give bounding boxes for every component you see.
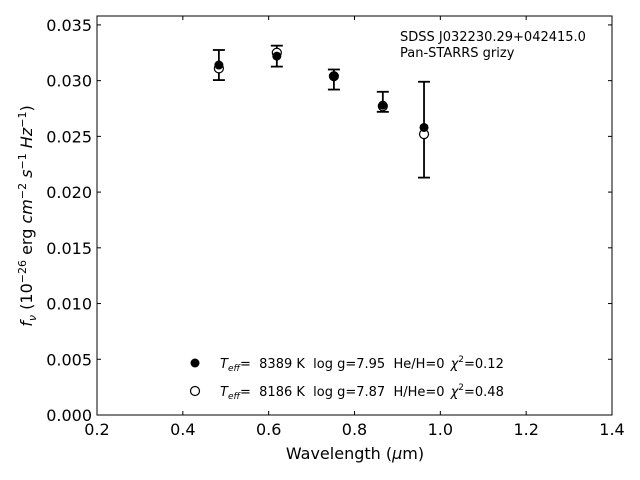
x-tick-label: 0.6: [256, 420, 281, 439]
y-tick-label: 0.000: [46, 406, 92, 425]
h-model-point: [419, 122, 429, 132]
y-tick-label: 0.035: [46, 16, 92, 35]
x-tick-label: 0.2: [84, 420, 109, 439]
y-tick-label: 0.020: [46, 183, 92, 202]
plot-frame: [96, 15, 613, 416]
h-model-point: [272, 51, 282, 61]
legend-entry-h: Teff= 8389 K log g=7.95 He/H=0 χ2=0.12: [220, 355, 504, 374]
legend: Teff= 8389 K log g=7.95 He/H=0 χ2=0.12 Te…: [189, 355, 504, 402]
h-model-point: [329, 71, 339, 81]
legend-marker-open: [189, 385, 201, 397]
x-tick-label: 0.8: [342, 420, 367, 439]
y-axis-label: fν (10−26 erg cm−2 s−1 Hz−1): [16, 105, 39, 326]
legend-entry-he: Teff= 8186 K log g=7.87 H/He=0 χ2=0.48: [220, 383, 504, 402]
y-tick-label: 0.025: [46, 127, 92, 146]
x-tick-label: 1.4: [599, 420, 624, 439]
x-axis-label: Wavelength (μm): [286, 444, 424, 463]
x-tick-label: 1.0: [428, 420, 453, 439]
annotation-survey: Pan-STARRS grizy: [400, 46, 515, 61]
h-model-point: [378, 100, 388, 110]
y-tick-label: 0.030: [46, 72, 92, 91]
y-tick-label: 0.010: [46, 295, 92, 314]
y-tick-label: 0.005: [46, 350, 92, 369]
legend-marker-filled: [190, 358, 200, 368]
x-tick-label: 1.2: [513, 420, 538, 439]
h-model-point: [214, 60, 224, 70]
annotation-object: SDSS J032230.29+042415.0: [400, 30, 586, 45]
y-tick-label: 0.015: [46, 239, 92, 258]
x-tick-label: 0.4: [170, 420, 195, 439]
